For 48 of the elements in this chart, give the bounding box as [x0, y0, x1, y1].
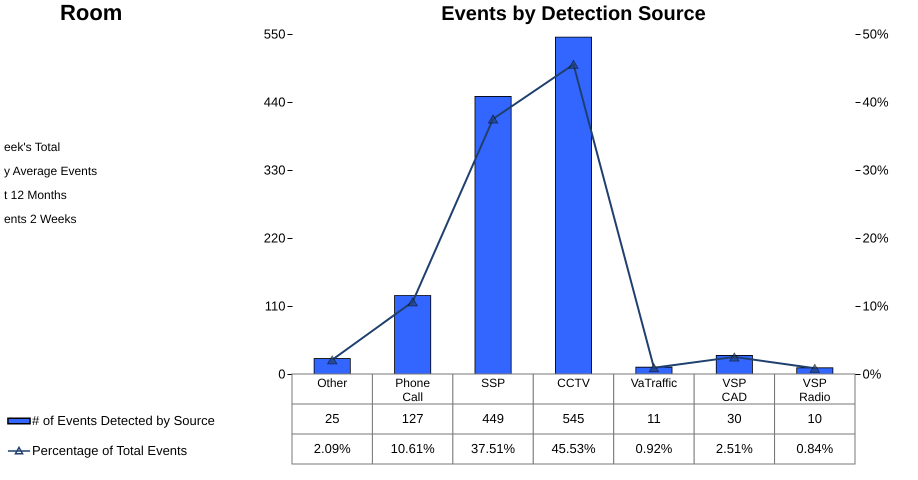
point [810, 364, 820, 373]
legend-label: # of Events Detected by Source [32, 413, 215, 428]
data-label: 2.09% [314, 441, 352, 456]
text: eek's Total [4, 140, 60, 154]
data-label: 10.61% [390, 441, 436, 456]
point [729, 352, 740, 362]
y-tick-label: 330 [264, 162, 286, 178]
y2-tick-label: 20% [862, 230, 889, 246]
y-tick-label: 220 [264, 230, 286, 246]
data-label: 25 [324, 411, 340, 426]
point [488, 114, 498, 124]
data-label: 127 [402, 411, 424, 426]
data-label: 2.51% [716, 441, 754, 456]
y2-tick-label: 40% [862, 94, 889, 110]
x-tick-label: VaTraffic [630, 376, 678, 390]
text: t 12 Months [4, 188, 67, 202]
point [327, 355, 338, 364]
x-tick-label: SSP [481, 376, 506, 390]
x-tick-label: Other [317, 376, 348, 390]
x-tick-label: Phone Call [395, 376, 430, 404]
text: ents 2 Weeks [4, 212, 76, 226]
data-label: 0.84% [796, 441, 834, 456]
y2-tick-label: 50% [862, 26, 889, 42]
y2-tick-label: 30% [862, 162, 889, 178]
x-tick-label: CCTV [557, 376, 590, 390]
data-label: 45.53% [551, 441, 596, 456]
y-tick-label: 0 [278, 366, 286, 382]
data-label: 0.92% [635, 441, 673, 456]
y-tick-label: 550 [264, 26, 286, 42]
data-label: 37.51% [471, 441, 516, 456]
y2-tick-label: 10% [862, 298, 889, 314]
data-label: 449 [482, 411, 504, 426]
point [568, 60, 579, 69]
y-tick-label: 440 [264, 94, 286, 110]
y-tick-label: 110 [264, 298, 286, 314]
text: Room [60, 0, 122, 26]
point [648, 363, 659, 372]
y2-tick-label: 0% [862, 366, 882, 382]
data-label: 10 [808, 411, 822, 426]
x-tick-label: VSP CAD [722, 376, 748, 404]
legend-label: Percentage of Total Events [32, 443, 188, 458]
data-label: 30 [727, 411, 742, 426]
x-tick-label: VSP Radio [799, 376, 831, 404]
data-label: 545 [562, 411, 584, 426]
data-label: 11 [647, 411, 661, 426]
chart-title: Events by Detection Source [441, 3, 706, 25]
text: y Average Events [4, 164, 98, 178]
point [408, 297, 418, 306]
